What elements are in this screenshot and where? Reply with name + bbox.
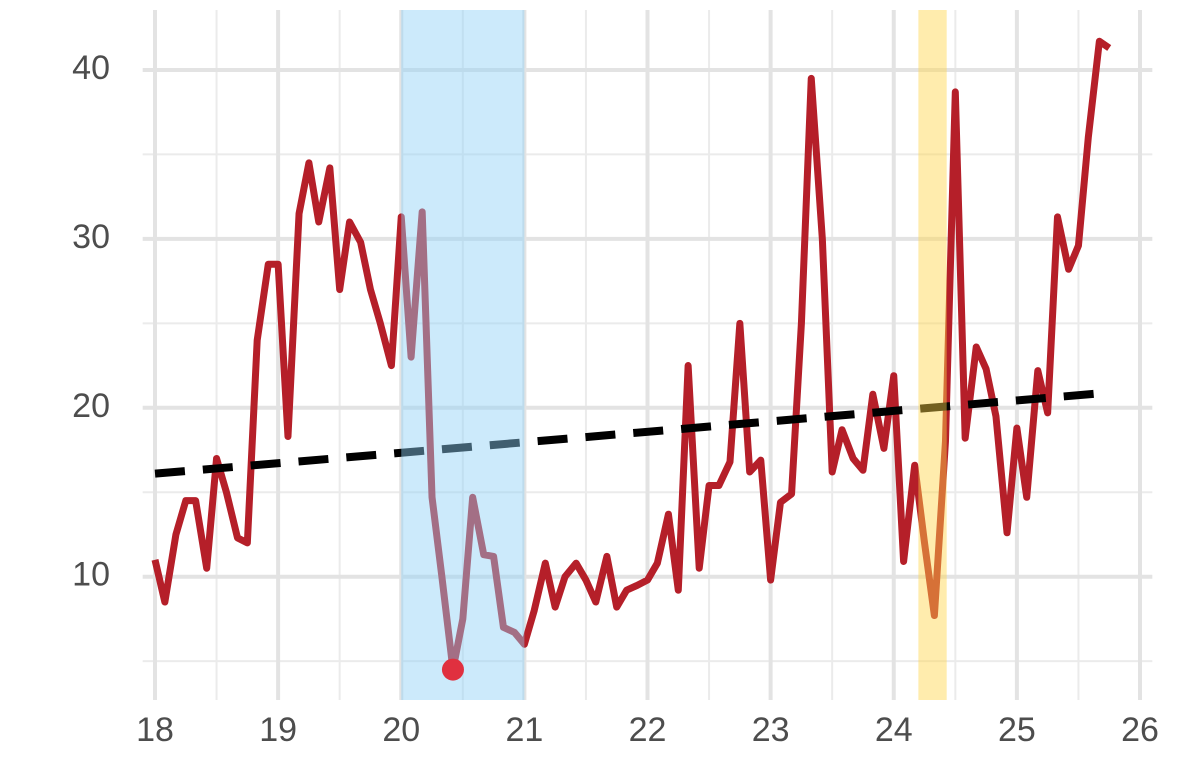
x-tick-label: 25 (998, 711, 1036, 749)
x-tick-label: 20 (382, 711, 420, 749)
y-tick-label: 10 (72, 556, 110, 594)
trend-line (154, 388, 1110, 478)
data-line (151, 37, 1112, 674)
y-tick-label: 40 (72, 49, 110, 87)
x-tick-label: 26 (1121, 711, 1159, 749)
x-tick-label: 22 (629, 711, 667, 749)
x-tick-label: 23 (752, 711, 790, 749)
x-tick-label: 19 (259, 711, 297, 749)
highlight-point (441, 658, 464, 681)
x-tick-label: 21 (505, 711, 543, 749)
y-tick-label: 20 (72, 387, 110, 425)
y-tick-label: 30 (72, 218, 110, 256)
highlight-span (918, 10, 947, 700)
highlight-span (401, 10, 525, 700)
x-tick-label: 24 (875, 711, 913, 749)
x-tick-label: 18 (136, 711, 174, 749)
